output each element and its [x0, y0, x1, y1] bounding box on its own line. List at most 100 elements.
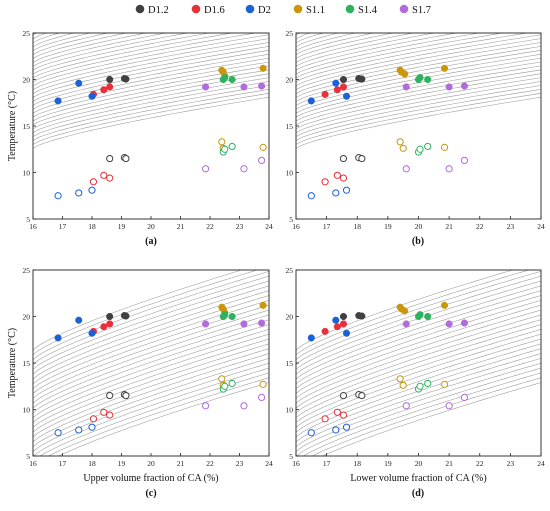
point-d1-6-filled: [339, 83, 348, 91]
point-s1-7-filled: [202, 83, 210, 91]
point-s1-7-open: [201, 165, 210, 173]
point-s1-7-open: [445, 402, 453, 410]
point-s1-7-open: [240, 165, 248, 173]
point-s1-7-filled: [240, 320, 248, 328]
point-d1-6-filled: [100, 86, 108, 94]
contour-line: [33, 33, 212, 75]
contour-line: [33, 358, 269, 447]
contour-line: [296, 324, 541, 414]
contour-line: [33, 50, 269, 102]
x-tick-label: 20: [147, 459, 155, 468]
point-d2-open: [54, 192, 62, 200]
y-tick-label: 25: [23, 266, 31, 275]
legend-label: D1.2: [148, 5, 169, 16]
contour-line: [33, 300, 269, 389]
contour-line: [33, 270, 259, 356]
panels: 16 17 18 19 20 21 22 23 24 5 10 15 20 25 Temperature (…: [7, 29, 545, 499]
contour-lines: [296, 270, 541, 456]
point-d2-open: [75, 426, 83, 434]
y-tick-label: 20: [286, 313, 294, 322]
contour-line: [48, 377, 269, 456]
contour-line: [33, 367, 269, 456]
point-d2-open: [342, 423, 351, 431]
point-d2-filled: [307, 334, 315, 342]
contour-line: [296, 33, 357, 51]
contour-lines: [33, 33, 269, 149]
x-tick-label: 23: [507, 222, 515, 231]
point-s1-1-open: [396, 138, 404, 146]
contour-line: [296, 96, 541, 149]
legend-marker: [135, 4, 145, 14]
plot-frame: [32, 269, 270, 457]
contour-line: [296, 34, 541, 87]
point-s1-1-filled: [440, 301, 449, 309]
contour-line: [33, 33, 189, 71]
contour-line: [33, 69, 269, 122]
contour-line: [296, 81, 541, 133]
contour-line: [33, 65, 269, 118]
point-s1-7-open: [445, 165, 453, 173]
point-s1-7-filled: [445, 320, 453, 328]
contour-line: [33, 96, 269, 149]
point-s1-7-filled: [402, 83, 410, 91]
contour-line: [33, 33, 148, 63]
contour-line: [296, 33, 529, 83]
x-tick-label: 24: [265, 459, 273, 468]
contour-line: [296, 65, 541, 118]
point-s1-1-open: [399, 381, 407, 389]
point-d2-filled: [54, 97, 62, 105]
point-d1-6-open: [321, 415, 329, 423]
point-s1-7-filled: [460, 319, 468, 327]
contour-line: [311, 377, 541, 456]
contour-line: [33, 348, 269, 438]
point-s1-1-open: [218, 138, 226, 146]
point-d1-2-open: [358, 154, 366, 163]
point-d2-filled: [54, 334, 62, 342]
contour-line: [33, 93, 269, 145]
point-s1-4-filled: [221, 74, 229, 82]
x-tick-label: 21: [445, 459, 453, 468]
contour-line: [33, 362, 269, 452]
data-points: [54, 301, 267, 437]
contour-line: [296, 295, 541, 385]
point-d2-filled: [75, 316, 83, 324]
contour-line: [33, 61, 269, 114]
contour-line: [33, 290, 269, 380]
point-s1-4-filled: [424, 312, 432, 321]
point-d1-2-open: [106, 154, 114, 163]
x-tick-label: 20: [415, 222, 423, 231]
point-s1-4-open: [424, 379, 432, 388]
y-tick-label: 25: [286, 266, 294, 275]
x-tick-label: 17: [59, 222, 67, 231]
contour-line: [57, 382, 269, 456]
point-d1-6-open: [89, 415, 98, 423]
legend-item-s1-4: S1.4: [345, 4, 378, 16]
x-tick-label: 17: [59, 459, 67, 468]
panel-label: (d): [412, 488, 424, 499]
point-d2-filled: [307, 97, 315, 105]
contour-line: [33, 319, 269, 409]
contour-line: [296, 33, 436, 67]
contour-line: [33, 309, 269, 399]
y-axis-label: Temperature (°C): [7, 328, 18, 398]
y-tick-label: 20: [23, 313, 31, 322]
contour-line: [33, 329, 269, 418]
point-d1-6-open: [321, 178, 329, 186]
contour-line: [33, 85, 269, 137]
point-s1-1-open: [396, 375, 404, 383]
point-d2-filled: [88, 92, 96, 100]
contour-line: [33, 333, 269, 423]
point-s1-7-filled: [460, 82, 468, 90]
point-s1-1-filled: [259, 64, 267, 72]
point-d1-6-filled: [106, 83, 114, 91]
x-tick-label: 21: [177, 459, 185, 468]
contour-line: [33, 34, 269, 87]
contour-line: [33, 33, 128, 59]
point-d2-open: [307, 192, 315, 200]
contour-line: [33, 33, 110, 55]
legend-item-s1-1: S1.1: [293, 4, 325, 16]
x-tick-label: 16: [29, 459, 37, 468]
panel-label: (b): [412, 236, 424, 247]
point-s1-4-filled: [424, 75, 432, 84]
